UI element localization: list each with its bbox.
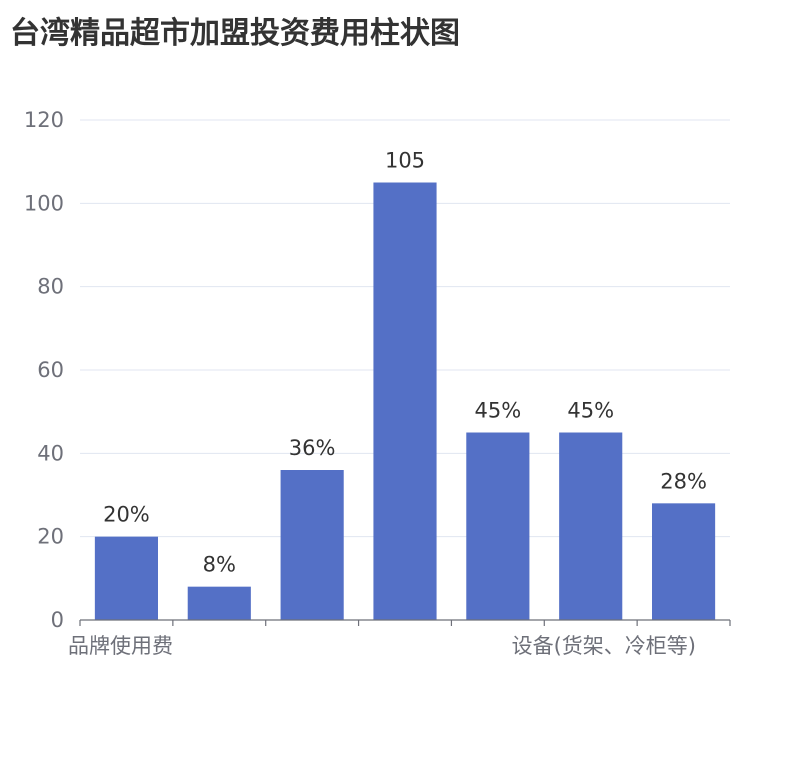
bar [187,586,251,620]
data-labels: 20% 8% 36% 105 45% 45% 28% [103,149,707,577]
y-tick-label: 20 [37,525,64,549]
bar [373,182,437,620]
bar [559,432,623,620]
y-tick-label: 40 [37,441,64,465]
data-label: 20% [103,503,150,527]
bars [94,182,716,620]
y-tick-label: 80 [37,275,64,299]
y-tick-label: 120 [24,108,64,132]
data-label: 45% [475,399,522,423]
x-axis: 品牌使用费 设备(货架、冷柜等) [68,619,731,658]
data-label: 105 [385,149,425,173]
y-axis-ticks: 0 20 40 60 80 100 120 [24,108,64,632]
x-tick-label: 设备(货架、冷柜等) [512,634,696,658]
data-label: 36% [289,436,336,460]
x-tick-label: 品牌使用费 [68,634,173,658]
bar [280,470,344,620]
y-tick-label: 0 [51,608,64,632]
data-label: 28% [660,469,707,493]
bar [466,432,530,620]
bar [652,503,716,620]
bar [94,536,158,620]
y-tick-label: 60 [37,358,64,382]
y-tick-label: 100 [24,191,64,215]
chart-title: 台湾精品超市加盟投资费用柱状图 [10,16,460,51]
data-label: 45% [567,399,614,423]
data-label: 8% [203,553,236,577]
